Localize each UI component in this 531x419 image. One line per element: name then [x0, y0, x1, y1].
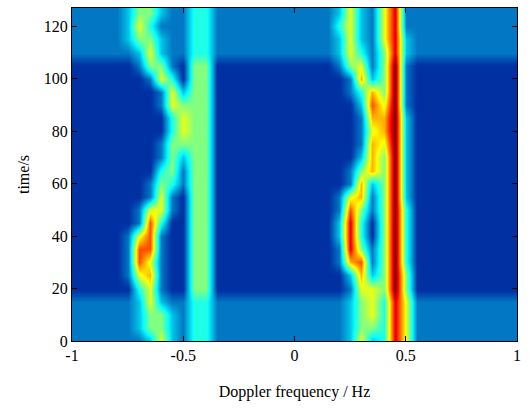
svg-text:120: 120	[44, 18, 68, 35]
svg-text:100: 100	[44, 70, 68, 87]
svg-text:0.5: 0.5	[396, 347, 416, 364]
svg-text:20: 20	[52, 280, 68, 297]
svg-text:80: 80	[52, 123, 68, 140]
svg-text:time/s: time/s	[15, 155, 32, 194]
svg-text:0: 0	[60, 333, 68, 350]
svg-text:60: 60	[52, 175, 68, 192]
svg-text:0: 0	[291, 347, 299, 364]
svg-text:-0.5: -0.5	[171, 347, 196, 364]
svg-text:40: 40	[52, 228, 68, 245]
svg-text:-1: -1	[65, 347, 78, 364]
svg-text:Doppler frequency / Hz: Doppler frequency / Hz	[219, 383, 371, 401]
svg-text:1: 1	[513, 347, 521, 364]
